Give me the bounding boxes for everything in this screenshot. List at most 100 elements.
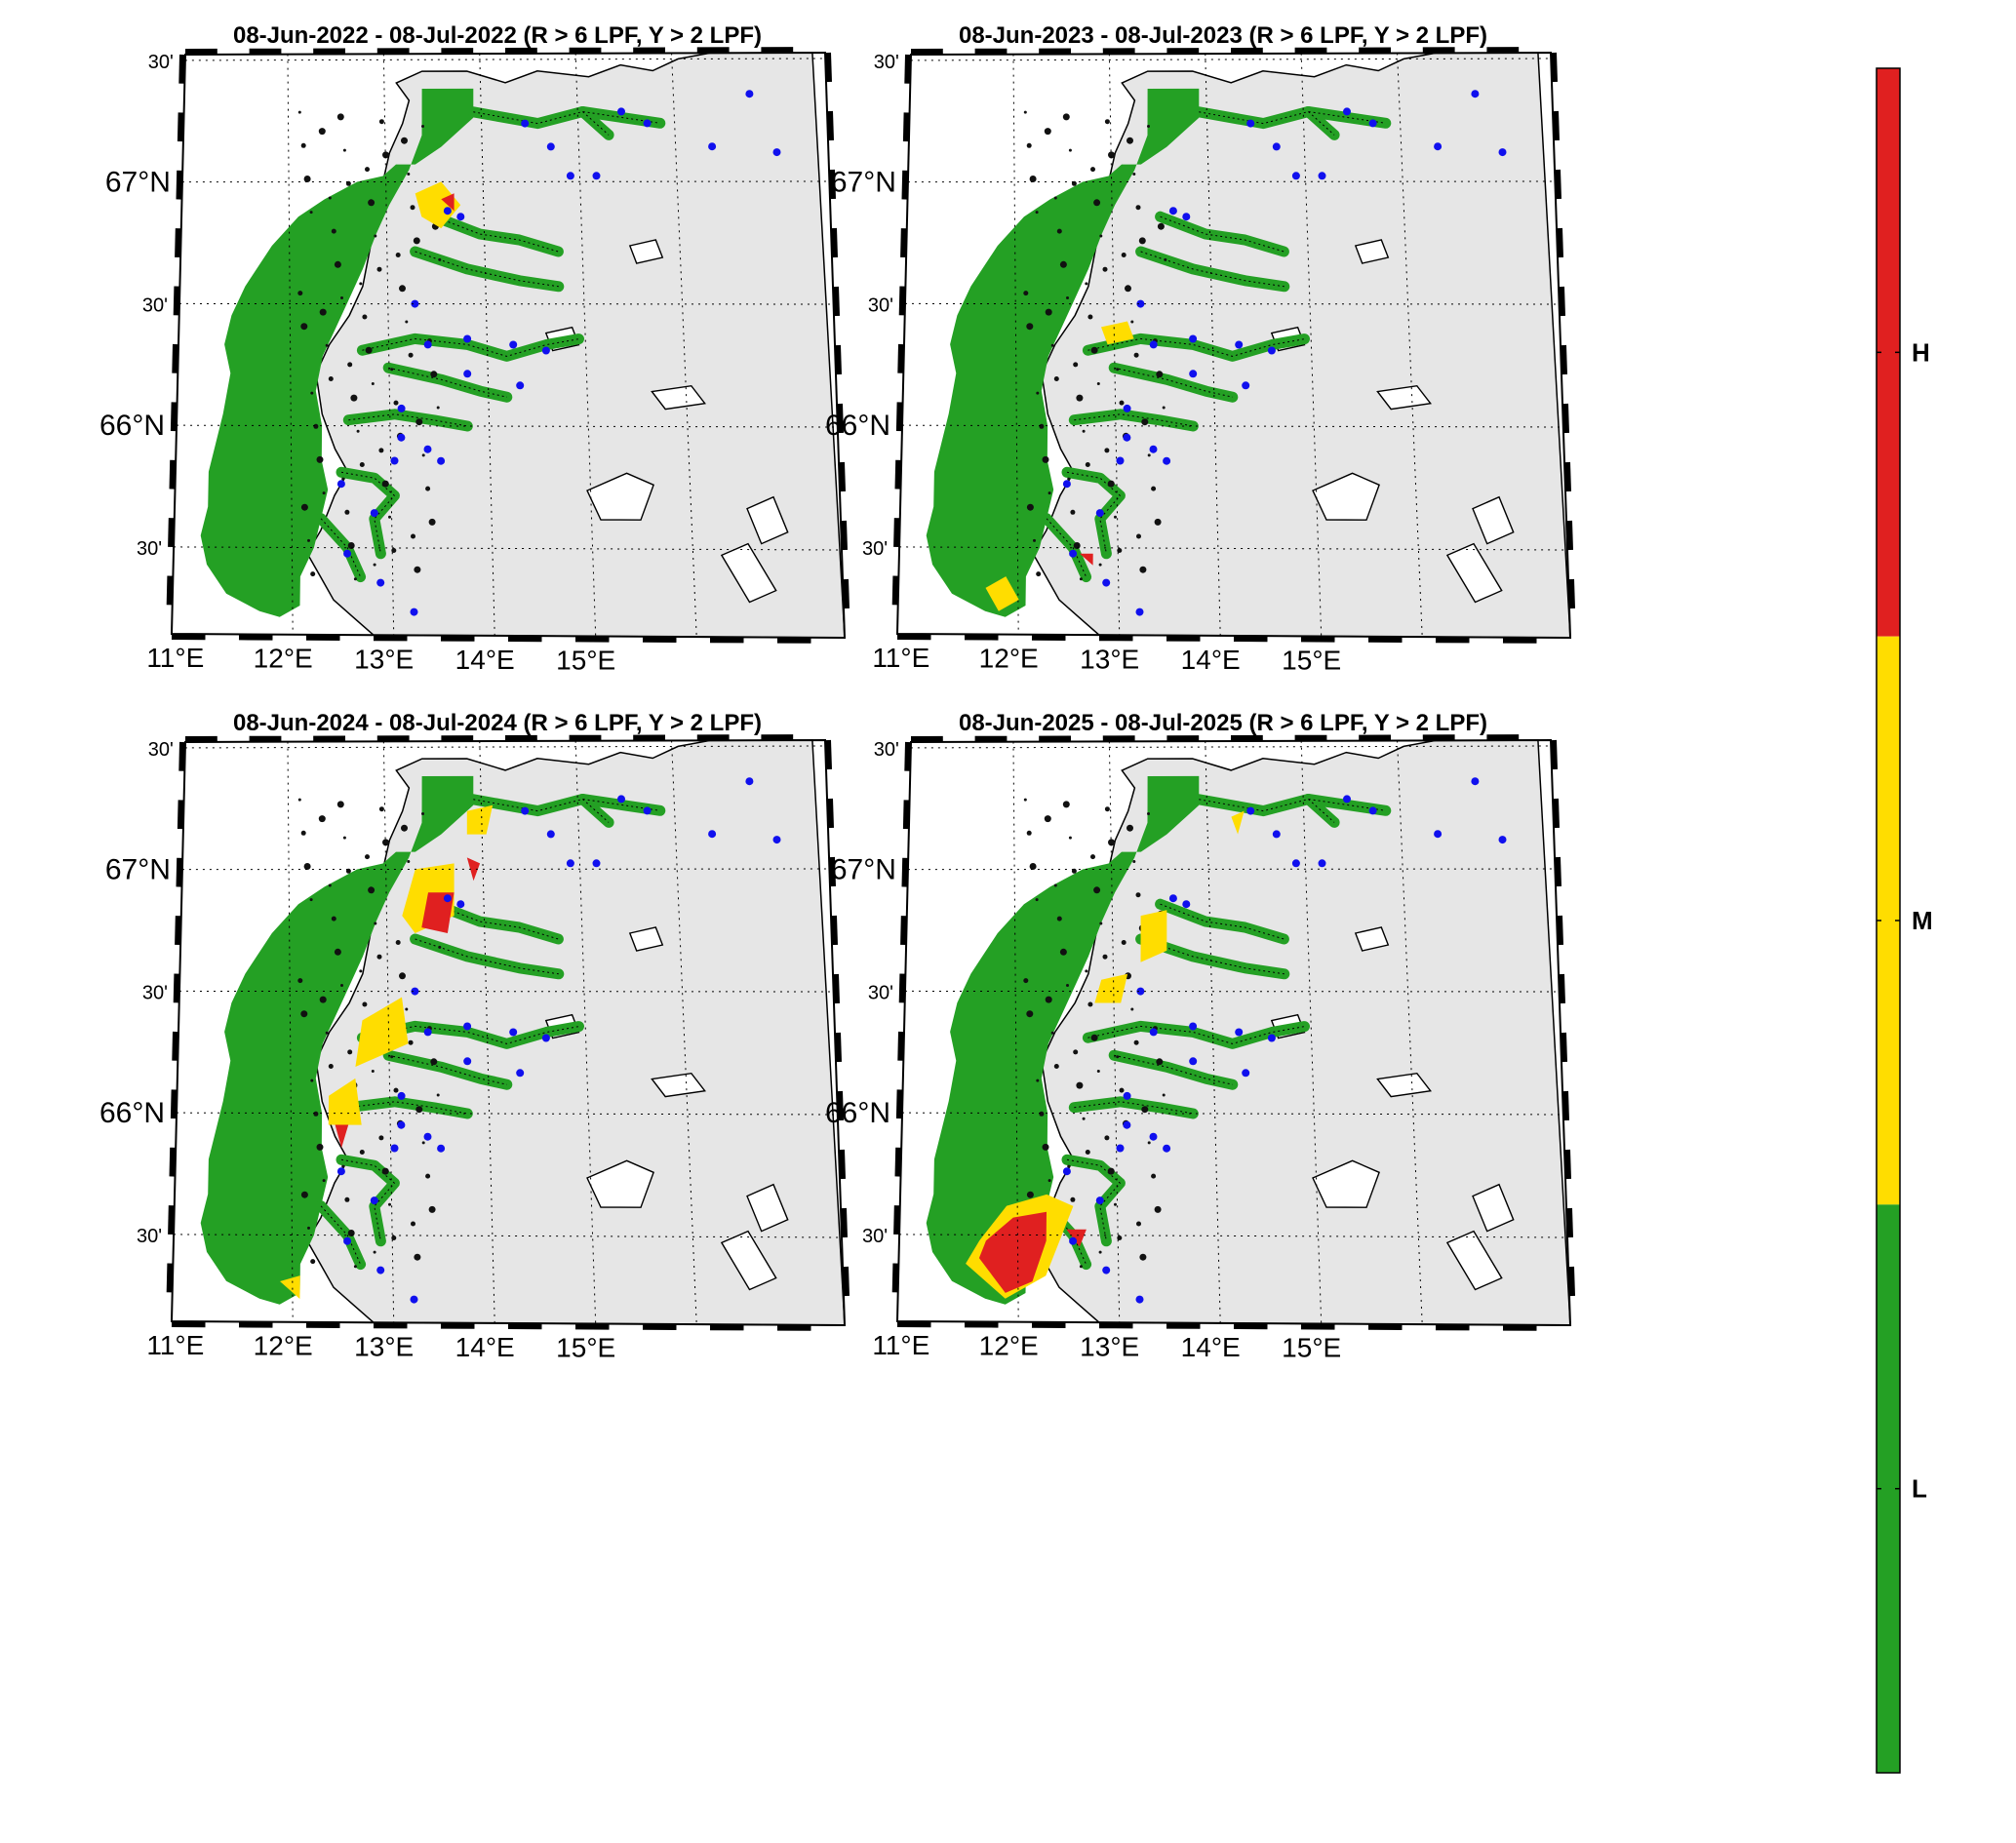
island-speck [1147, 125, 1150, 128]
frame-tick [895, 1089, 903, 1119]
island-speck [411, 1221, 415, 1227]
frame-tick [894, 1147, 902, 1177]
island-speck [328, 376, 334, 381]
frame-tick [827, 110, 834, 141]
island-speck [341, 477, 345, 481]
lake [651, 1072, 706, 1098]
station-marker [1149, 1028, 1158, 1037]
island-speck [408, 1039, 414, 1045]
frame-tick [1566, 1207, 1573, 1238]
station-marker [509, 340, 518, 349]
lon-label: 12°E [979, 1331, 1039, 1361]
island-speck [359, 1150, 365, 1155]
station-marker [1498, 148, 1507, 157]
station-marker [1272, 830, 1281, 839]
risk-zone-medium [280, 1275, 300, 1299]
lon-label: 12°E [979, 644, 1039, 674]
island-speck [1130, 1007, 1134, 1011]
island-speck [373, 563, 376, 567]
island-speck [425, 486, 431, 491]
frame-tick [831, 915, 838, 946]
island-speck [421, 812, 424, 815]
map-panel-2: 08-Jun-2023 - 08-Jul-2023 (R > 6 LPF, Y … [825, 22, 1575, 676]
island-speck [1085, 1150, 1090, 1155]
station-marker [1102, 1266, 1111, 1274]
fjord-outline [320, 518, 362, 577]
risk-zone-high [466, 857, 481, 882]
station-marker [617, 107, 625, 116]
island-speck [414, 566, 421, 573]
station-marker [443, 207, 452, 216]
lake [628, 239, 664, 264]
risk-zone-medium [985, 576, 1019, 611]
station-marker [1149, 445, 1158, 453]
frame-tick [835, 344, 842, 375]
frame-tick [901, 170, 909, 200]
panel-title: 08-Jun-2025 - 08-Jul-2025 (R > 6 LPF, Y … [959, 710, 1487, 736]
frame-tick [1559, 973, 1565, 1004]
frame-tick [900, 228, 907, 257]
island-speck [342, 148, 346, 152]
island-speck [1141, 1106, 1149, 1114]
island-speck [340, 984, 343, 987]
station-marker [772, 148, 781, 157]
island-speck [365, 346, 373, 354]
island-speck [307, 538, 310, 542]
meridian [671, 53, 697, 638]
island-speck [328, 883, 332, 887]
station-marker [456, 213, 465, 221]
station-marker [1136, 987, 1145, 996]
island-speck [1070, 1196, 1076, 1202]
frame-tick [833, 286, 840, 317]
parallel [184, 745, 826, 749]
station-marker [1242, 381, 1250, 390]
island-speck [1151, 1173, 1157, 1179]
lake [1376, 1072, 1432, 1098]
station-marker [437, 456, 446, 465]
island-speck [341, 1164, 345, 1168]
island-speck [415, 418, 423, 426]
frame-tick [895, 402, 903, 432]
island-speck [1073, 1049, 1079, 1055]
island-speck [362, 1001, 368, 1007]
station-marker [1368, 806, 1377, 815]
island-speck [1090, 1034, 1098, 1041]
island-speck [1114, 1202, 1117, 1206]
island-speck [1104, 119, 1110, 125]
island-speck [376, 266, 382, 272]
island-speck [1026, 323, 1034, 331]
island-speck [353, 1265, 357, 1269]
risk-zone-high [1080, 553, 1093, 566]
island-speck [381, 1167, 389, 1175]
island-speck [1116, 1055, 1120, 1059]
island-speck [1066, 296, 1069, 299]
station-marker [1149, 340, 1158, 349]
island-speck [415, 1106, 423, 1114]
island-speck [1154, 518, 1162, 526]
island-speck [1093, 886, 1101, 894]
lake [746, 1183, 789, 1233]
island-speck [1066, 984, 1069, 987]
island-speck [1107, 1167, 1115, 1175]
frame-tick [898, 973, 906, 1003]
station-marker [1116, 1144, 1125, 1153]
map-frame [170, 738, 847, 1327]
island-speck [1036, 1078, 1040, 1082]
island-speck [421, 125, 424, 128]
island-speck [390, 368, 394, 372]
station-marker [397, 433, 406, 442]
fjord-outline [1140, 251, 1285, 288]
island-speck [365, 167, 370, 173]
meridian [287, 741, 294, 1322]
island-speck [436, 406, 440, 410]
station-marker [410, 1295, 418, 1304]
frame-tick [178, 741, 185, 771]
lon-label: 11°E [872, 643, 929, 673]
frame-tick [839, 461, 846, 492]
island-speck [1076, 394, 1084, 402]
frame-tick [839, 1149, 846, 1180]
island-speck [1130, 320, 1134, 324]
island-speck [399, 285, 406, 293]
island-speck [1023, 798, 1027, 802]
station-marker [1123, 1091, 1131, 1100]
